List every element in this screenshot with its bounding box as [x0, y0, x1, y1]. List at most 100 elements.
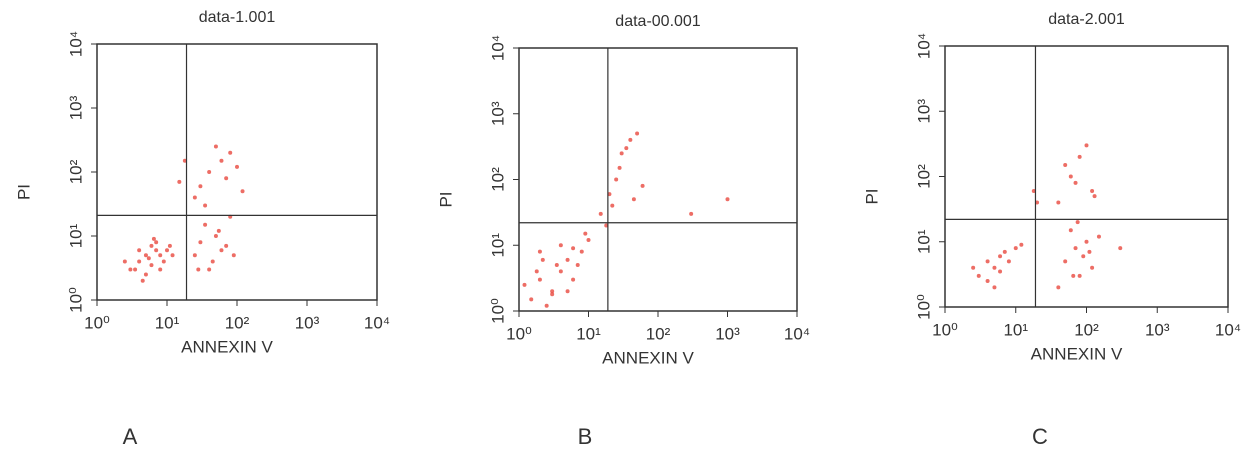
point	[231, 253, 236, 258]
point	[604, 223, 609, 228]
point	[617, 165, 622, 170]
point	[1056, 285, 1061, 290]
y-tick-label: 10²	[66, 159, 85, 184]
point	[550, 292, 555, 297]
point	[998, 269, 1003, 274]
point	[146, 256, 151, 261]
point	[158, 267, 163, 272]
point	[177, 179, 182, 184]
point	[1118, 246, 1123, 251]
y-axis-label: PI	[436, 191, 455, 207]
panel: data-00.001 10⁰ 10¹ 10² 10³ 10⁴ 10⁰ 10¹ 10² 10³ 10…	[436, 13, 810, 449]
point	[1084, 143, 1089, 148]
y-axis-label: PI	[14, 184, 33, 200]
point	[151, 236, 156, 241]
point	[571, 246, 576, 251]
point	[579, 249, 584, 254]
point	[137, 259, 142, 264]
point	[165, 248, 169, 253]
y-tick-label: 10²	[914, 164, 933, 189]
point	[213, 234, 218, 238]
x-tick-label: 10⁰	[84, 313, 110, 332]
point	[1075, 220, 1080, 225]
point	[571, 277, 576, 282]
point	[213, 144, 218, 149]
x-axis-label: ANNEXIN V	[602, 348, 694, 367]
point	[971, 265, 976, 270]
point	[140, 278, 145, 283]
x-tick-label: 10⁰	[506, 324, 532, 343]
chart-title: data-2.001	[1048, 11, 1125, 28]
point	[1073, 180, 1078, 185]
point	[216, 228, 221, 233]
point	[1031, 188, 1036, 193]
point	[1096, 234, 1101, 239]
point	[1063, 259, 1068, 264]
y-tick-label: 10³	[66, 95, 85, 120]
point	[167, 243, 172, 248]
point	[1077, 273, 1082, 278]
point	[1090, 265, 1095, 270]
point	[154, 248, 159, 253]
point	[575, 263, 580, 268]
point	[992, 285, 997, 290]
y-tick-label: 10¹	[914, 229, 933, 254]
panel-label: A	[123, 424, 138, 449]
point	[689, 211, 694, 216]
panel-label: B	[578, 424, 593, 449]
y-tick-label: 10³	[488, 101, 507, 126]
y-tick-label: 10¹	[66, 223, 85, 248]
x-tick-label: 10⁴	[364, 313, 390, 332]
point	[610, 203, 615, 208]
point	[631, 197, 636, 202]
point	[540, 257, 545, 262]
point	[1013, 246, 1018, 251]
panel: data-2.001 10⁰ 10¹ 10² 10³ 10⁴ 10⁰ 10¹ 10² 10³ 10⁴…	[862, 11, 1241, 449]
point	[203, 222, 208, 227]
point	[161, 259, 166, 264]
x-tick-label: 10⁴	[784, 324, 810, 343]
point	[228, 150, 233, 155]
point	[550, 289, 555, 294]
point	[192, 195, 197, 200]
point	[976, 273, 981, 278]
panel: data-1.001 10⁰ 10¹ 10² 10³ 10⁴ 10⁰ 10¹ 10² 10³ 10⁴…	[14, 9, 390, 449]
point	[614, 177, 619, 182]
point	[529, 297, 534, 302]
point	[1077, 154, 1082, 159]
point	[624, 146, 629, 151]
point	[565, 289, 570, 294]
y-tick-label: 10⁰	[914, 294, 933, 320]
point	[196, 267, 201, 272]
x-tick-label: 10²	[1074, 320, 1099, 339]
point	[565, 257, 570, 262]
point	[998, 254, 1003, 259]
point	[558, 269, 563, 274]
point	[1068, 174, 1073, 179]
point	[198, 240, 203, 245]
point	[219, 158, 224, 163]
y-tick-label: 10⁴	[66, 31, 85, 57]
point	[128, 267, 133, 272]
y-tick-label: 10⁴	[914, 33, 933, 59]
y-axis-label: PI	[862, 188, 881, 204]
point	[198, 184, 203, 189]
point	[137, 248, 142, 253]
x-tick-label: 10²	[646, 324, 671, 343]
point	[1073, 246, 1078, 251]
point	[143, 253, 148, 258]
y-tick-label: 10⁰	[488, 298, 507, 324]
point	[240, 189, 245, 194]
point	[1087, 249, 1092, 254]
point	[1092, 194, 1097, 199]
point	[583, 231, 588, 236]
point	[143, 272, 148, 277]
point	[207, 170, 212, 174]
point	[992, 265, 997, 270]
point	[1068, 228, 1073, 233]
panel-label: C	[1032, 424, 1048, 449]
y-tick-label: 10¹	[488, 233, 507, 258]
x-tick-label: 10²	[225, 313, 250, 332]
point	[122, 259, 127, 264]
point	[192, 253, 197, 258]
